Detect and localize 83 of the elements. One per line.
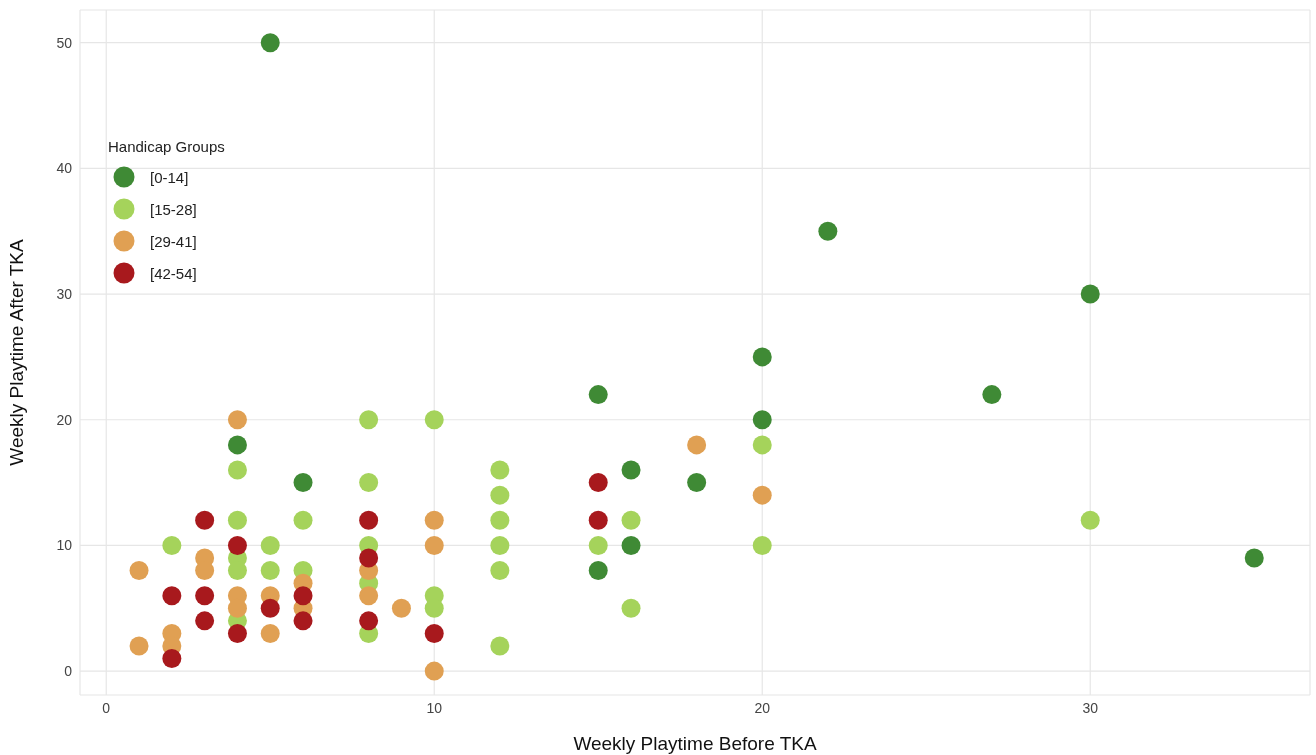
point xyxy=(1244,548,1264,568)
point xyxy=(621,460,641,480)
y-tick-label: 0 xyxy=(64,663,73,680)
x-tick-label: 0 xyxy=(102,699,111,716)
legend-label: [0-14] xyxy=(150,168,189,186)
point xyxy=(162,649,182,669)
point xyxy=(752,410,772,430)
point xyxy=(752,535,772,555)
point xyxy=(227,510,247,530)
point xyxy=(359,410,379,430)
point xyxy=(621,535,641,555)
point xyxy=(424,623,444,643)
y-tick-label: 50 xyxy=(56,34,73,51)
point xyxy=(424,535,444,555)
point xyxy=(490,485,510,505)
point xyxy=(424,661,444,681)
point xyxy=(227,460,247,480)
point xyxy=(752,347,772,367)
point xyxy=(260,33,280,53)
point xyxy=(621,510,641,530)
point xyxy=(588,385,608,405)
x-tick-label: 30 xyxy=(1082,699,1099,716)
legend-label: [42-54] xyxy=(150,264,197,282)
point xyxy=(227,410,247,430)
point xyxy=(293,473,313,493)
point xyxy=(588,473,608,493)
point xyxy=(227,535,247,555)
point xyxy=(621,598,641,618)
point xyxy=(490,460,510,480)
point xyxy=(687,435,707,455)
point xyxy=(162,535,182,555)
point xyxy=(359,586,379,606)
point xyxy=(424,598,444,618)
x-tick-label: 10 xyxy=(426,699,443,716)
point xyxy=(227,623,247,643)
point xyxy=(424,510,444,530)
point xyxy=(818,221,838,241)
point xyxy=(982,385,1002,405)
legend-title: Handicap Groups xyxy=(108,138,225,155)
point xyxy=(752,485,772,505)
point xyxy=(227,598,247,618)
point xyxy=(293,510,313,530)
point xyxy=(260,561,280,581)
y-tick-label: 10 xyxy=(56,537,73,554)
y-tick-label: 40 xyxy=(56,160,73,177)
point xyxy=(195,586,215,606)
point xyxy=(490,535,510,555)
point xyxy=(490,510,510,530)
point xyxy=(260,623,280,643)
point xyxy=(260,598,280,618)
y-tick-label: 20 xyxy=(56,411,73,428)
x-axis-title: Weekly Playtime Before TKA xyxy=(573,733,817,754)
point xyxy=(588,510,608,530)
point xyxy=(195,510,215,530)
point xyxy=(293,586,313,606)
point xyxy=(129,636,149,656)
point xyxy=(1080,284,1100,304)
point xyxy=(424,410,444,430)
x-tick-label: 20 xyxy=(754,699,771,716)
point xyxy=(391,598,411,618)
point xyxy=(260,535,280,555)
point xyxy=(359,611,379,631)
point xyxy=(227,561,247,581)
point xyxy=(195,611,215,631)
point xyxy=(162,586,182,606)
y-tick-label: 30 xyxy=(56,286,73,303)
y-axis-title: Weekly Playtime After TKA xyxy=(5,239,27,466)
point xyxy=(490,636,510,656)
point xyxy=(1080,510,1100,530)
point xyxy=(588,535,608,555)
point xyxy=(490,561,510,581)
point xyxy=(129,561,149,581)
point xyxy=(359,510,379,530)
point xyxy=(588,561,608,581)
point xyxy=(195,561,215,581)
point xyxy=(293,611,313,631)
point xyxy=(752,435,772,455)
legend-label: [15-28] xyxy=(150,200,197,218)
point xyxy=(227,435,247,455)
point xyxy=(359,548,379,568)
point xyxy=(359,473,379,493)
point xyxy=(687,473,707,493)
legend-label: [29-41] xyxy=(150,232,197,250)
